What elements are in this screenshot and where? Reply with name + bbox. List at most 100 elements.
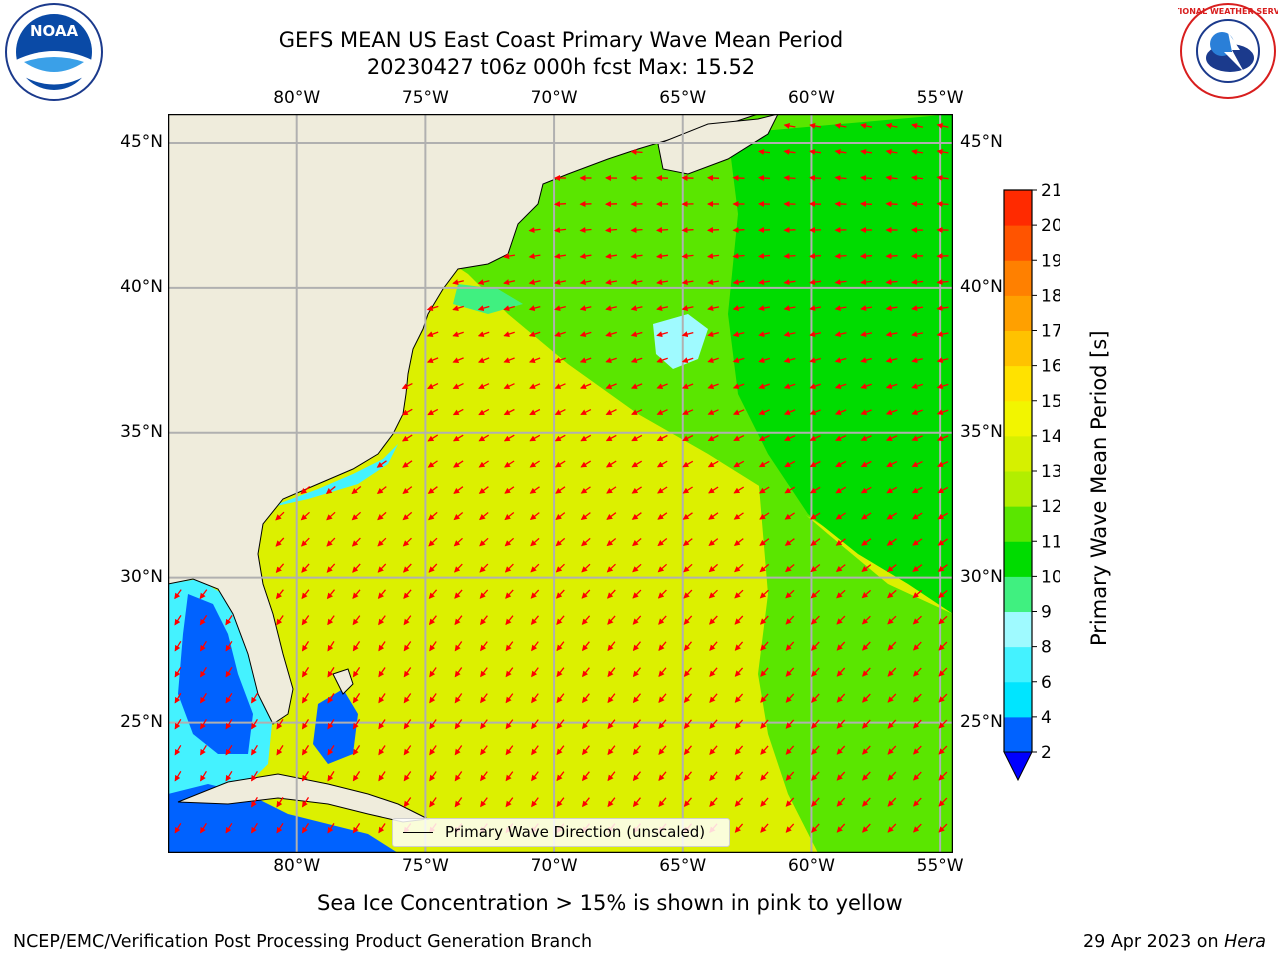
wave-arrow — [327, 693, 335, 704]
wave-arrow — [760, 615, 769, 625]
wave-arrow — [887, 641, 897, 651]
wave-arrow — [707, 253, 720, 260]
wave-arrow — [732, 409, 745, 415]
wave-arrow — [681, 253, 694, 260]
wave-arrow — [631, 460, 643, 468]
wave-arrow — [630, 148, 643, 155]
wave-arrow — [887, 797, 897, 807]
wave-arrow — [378, 615, 386, 626]
wave-arrow — [707, 331, 719, 338]
colorbar-tick-label: 20 — [1041, 216, 1060, 236]
wave-arrow — [401, 408, 413, 416]
wave-arrow — [834, 409, 847, 415]
wave-arrow — [913, 693, 922, 703]
wave-arrow — [427, 434, 439, 442]
wave-arrow — [426, 357, 439, 363]
wave-arrow — [630, 253, 643, 260]
wave-arrow — [631, 512, 642, 520]
wave-arrow — [225, 640, 233, 652]
wave-arrow — [811, 719, 820, 729]
wave-arrow — [658, 797, 667, 807]
wave-arrow — [377, 563, 387, 573]
wave-arrow — [174, 822, 182, 834]
wave-arrow — [709, 719, 718, 729]
wave-arrow — [605, 279, 618, 286]
wave-arrow — [809, 148, 822, 155]
wave-arrow — [174, 615, 182, 626]
wave-arrow — [913, 771, 922, 781]
footer-machine: Hera — [1224, 932, 1266, 952]
wave-arrow — [251, 692, 258, 704]
wave-arrow — [632, 745, 642, 756]
gulf-deep — [178, 594, 253, 754]
lon-tick-label: 65°W — [659, 856, 707, 876]
wave-arrow — [887, 589, 897, 599]
wave-arrow — [301, 693, 310, 704]
wave-arrow — [860, 486, 872, 494]
wave-arrow — [505, 745, 514, 756]
wave-arrow — [607, 641, 616, 652]
wave-arrow — [607, 719, 616, 730]
lon-tick-label: 80°W — [273, 856, 321, 876]
wave-arrow — [225, 718, 233, 730]
wave-arrow — [630, 279, 643, 286]
wave-arrow — [834, 279, 847, 286]
wave-arrow — [862, 771, 871, 781]
lon-tick-label: 65°W — [659, 88, 707, 108]
wave-arrow — [885, 331, 898, 338]
wave-arrow — [835, 486, 847, 494]
wave-arrow — [733, 486, 745, 494]
wave-arrow — [810, 615, 820, 625]
wave-arrow — [937, 564, 948, 572]
wave-arrow — [605, 409, 617, 415]
wave-arrow — [505, 641, 514, 652]
wave-arrow — [632, 563, 642, 573]
wave-arrow — [200, 770, 207, 782]
wave-arrow — [682, 434, 694, 442]
wave-arrow — [936, 200, 949, 207]
wave-arrow — [556, 693, 565, 704]
wave-arrow — [301, 667, 310, 678]
wave-arrow — [758, 409, 770, 415]
wave-arrow — [936, 305, 949, 312]
wave-arrow — [251, 718, 258, 730]
wave-arrow — [709, 641, 718, 651]
wave-arrow — [913, 797, 922, 807]
wave-arrow — [401, 383, 413, 389]
wave-arrow — [760, 823, 769, 833]
wave-arrow — [276, 797, 284, 808]
wave-arrow — [734, 771, 744, 781]
wave-arrow — [453, 486, 464, 494]
wave-arrow — [428, 563, 438, 573]
wave-arrow — [579, 227, 592, 234]
wave-arrow — [860, 435, 872, 441]
wave-arrow — [429, 771, 437, 782]
wave-arrow — [531, 667, 539, 678]
wave-arrow — [861, 615, 871, 625]
wave-arrow — [835, 460, 847, 468]
wave-arrow — [403, 745, 412, 756]
wave-arrow — [607, 693, 616, 704]
wave-arrow — [631, 486, 642, 494]
wave-arrow — [937, 512, 949, 520]
wave-arrow — [810, 589, 821, 599]
wave-arrow — [452, 305, 464, 312]
wave-arrow — [658, 745, 667, 755]
wave-arrow — [480, 719, 488, 730]
wave-arrow — [811, 823, 820, 833]
wave-arrow — [862, 823, 871, 833]
wave-arrow — [554, 227, 567, 234]
wave-arrow — [784, 435, 796, 441]
wave-arrow — [862, 667, 871, 677]
wave-arrow — [505, 693, 514, 704]
wave-arrow — [503, 305, 515, 312]
wave-arrow — [809, 174, 822, 181]
wave-arrow — [760, 667, 769, 677]
wave-arrow — [478, 434, 490, 442]
wave-arrow — [429, 745, 437, 756]
wave-arrow — [428, 589, 438, 599]
wave-arrow — [200, 666, 207, 678]
wave-arrow — [834, 383, 847, 389]
wave-arrow — [326, 537, 336, 547]
wave-arrow — [758, 435, 770, 441]
